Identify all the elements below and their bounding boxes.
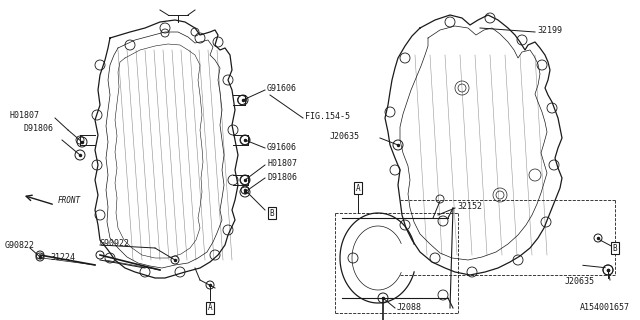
Text: G91606: G91606	[267, 142, 297, 151]
Text: 32199: 32199	[537, 26, 562, 35]
Text: J2088: J2088	[397, 303, 422, 313]
Text: B: B	[612, 244, 618, 252]
Text: J20635: J20635	[565, 277, 595, 286]
Text: J20635: J20635	[330, 132, 360, 140]
Text: G90922: G90922	[100, 238, 130, 247]
Text: A: A	[356, 183, 360, 193]
Text: 32152: 32152	[457, 202, 482, 211]
Text: H01807: H01807	[267, 158, 297, 167]
Text: A154001657: A154001657	[580, 303, 630, 312]
Text: G91606: G91606	[267, 84, 297, 92]
Text: D91806: D91806	[23, 124, 53, 132]
Text: 31224: 31224	[50, 253, 75, 262]
Text: D91806: D91806	[267, 172, 297, 181]
Text: B: B	[269, 209, 275, 218]
Text: FIG.154-5: FIG.154-5	[305, 111, 350, 121]
Text: G90822: G90822	[5, 241, 35, 250]
Text: H01807: H01807	[10, 110, 40, 119]
Text: FRONT: FRONT	[58, 196, 81, 204]
Text: A: A	[208, 303, 212, 313]
